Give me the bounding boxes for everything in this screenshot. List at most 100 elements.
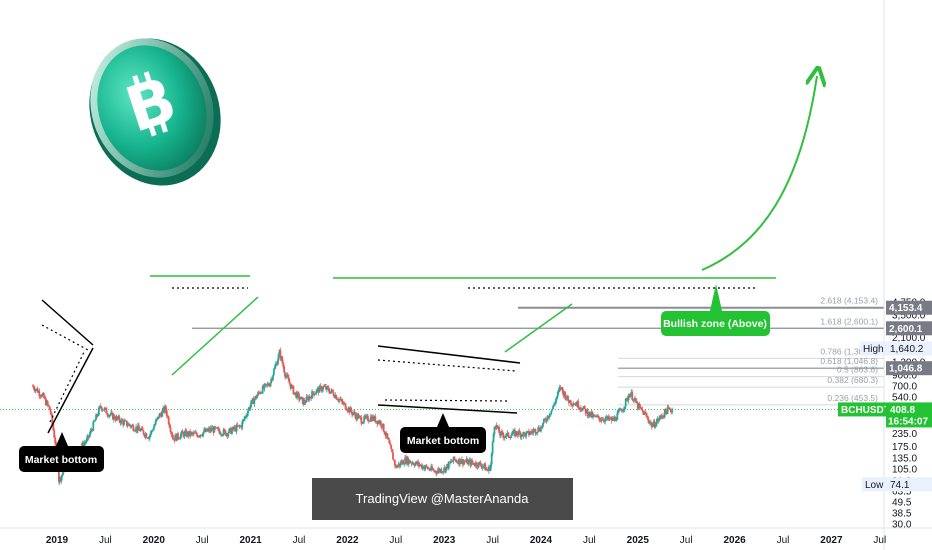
time-axis[interactable]: 2019 Jul 2020 Jul 2021 Jul 2022 Jul 2023 Jul 2024 J… (0, 527, 932, 546)
candle-body-247 (261, 385, 264, 394)
candle-body-297 (308, 396, 311, 401)
candle-body-648 (635, 398, 637, 403)
candle-body-242 (257, 392, 259, 396)
candle-body-300 (311, 391, 313, 399)
candle-body-318 (327, 387, 330, 392)
candle-body-66 (93, 421, 96, 423)
candle-body-9 (40, 396, 43, 397)
candle-body-571 (563, 392, 566, 396)
candle-body-68 (95, 414, 97, 420)
candle-body-687 (671, 410, 674, 413)
candle-body-671 (656, 418, 659, 422)
candle-body-104 (128, 423, 131, 426)
y-tick-12: 700.0 (892, 381, 917, 392)
candle-body-564 (556, 392, 559, 397)
candle-body-250 (264, 383, 267, 385)
candle-body-395 (399, 462, 402, 466)
candle-body-613 (602, 419, 605, 421)
candle-body-684 (668, 408, 671, 410)
low-label: Low (865, 480, 884, 491)
candle-body-494 (491, 442, 494, 454)
candle-body-529 (524, 433, 527, 437)
candle-body-194 (212, 427, 215, 433)
candle-body-142 (164, 406, 166, 412)
candle-body-478 (476, 466, 479, 468)
candle-body-639 (626, 397, 629, 401)
candle-body-216 (232, 426, 235, 430)
candle-body-516 (512, 430, 514, 434)
candle-body-522 (517, 430, 520, 436)
candle-body-322 (331, 389, 334, 392)
y-tick-0: 30.0 (892, 520, 912, 531)
candle-body-589 (580, 407, 582, 410)
candle-body-168 (188, 431, 191, 436)
candle-body-683 (667, 407, 670, 409)
candle-body-651 (637, 404, 640, 409)
candle-body-286 (298, 393, 300, 400)
candle-body-548 (541, 423, 544, 428)
candle-body-377 (382, 423, 385, 432)
candle-body-123 (146, 437, 149, 439)
candle-body-174 (193, 432, 196, 434)
candle-body-425 (427, 468, 430, 470)
candle-body-6 (37, 391, 40, 393)
candle-body-603 (593, 414, 595, 416)
symbol-tag (838, 402, 886, 417)
candle-body-55 (83, 443, 85, 448)
candle-body-399 (403, 464, 406, 465)
candle-body-119 (142, 430, 145, 435)
candle-body-382 (387, 437, 390, 440)
price-axis[interactable]: 30.038.549.563.581.0105.0135.0175.0235.0… (883, 0, 926, 550)
candle-body-224 (240, 425, 243, 428)
candle-body-582 (573, 404, 576, 405)
candle-body-587 (578, 407, 581, 409)
candle-body-667 (652, 421, 655, 426)
candle-body-143 (165, 406, 167, 411)
candle-body-466 (465, 459, 468, 462)
candle-body-647 (634, 398, 636, 399)
candle-body-632 (620, 408, 622, 411)
candle-body-93 (118, 416, 121, 422)
candle-body-162 (182, 432, 185, 437)
candle-body-628 (616, 412, 619, 420)
candle-body-72 (98, 405, 101, 408)
candle-body-118 (141, 428, 144, 431)
candle-body-441 (442, 471, 445, 473)
candle-body-307 (317, 388, 320, 393)
candle-body-116 (139, 429, 142, 432)
candle-body-163 (183, 432, 186, 437)
candle-body-379 (384, 434, 387, 436)
candle-body-175 (194, 432, 197, 434)
candle-body-615 (604, 418, 607, 422)
candle-body-226 (242, 419, 245, 422)
x-tick-10: 2024 (530, 535, 553, 546)
candle-body-135 (157, 416, 160, 419)
candle-body-375 (380, 425, 383, 428)
candle-body-321 (330, 389, 333, 392)
candle-body-258 (272, 375, 274, 380)
candle-body-581 (572, 404, 575, 406)
candle-body-663 (649, 422, 651, 424)
market-bottom-label-1: Market bottom (19, 432, 104, 472)
candle-body-540 (534, 429, 537, 434)
candle-body-617 (606, 416, 608, 419)
candle-body-214 (231, 429, 233, 434)
candle-body-82 (108, 415, 111, 417)
candle-body-530 (525, 432, 528, 437)
x-tick-6: 2022 (336, 535, 359, 546)
candle-body-328 (337, 399, 339, 401)
wedge-upper-dotted (377, 359, 517, 372)
candle-body-28 (57, 470, 60, 482)
candle-body-310 (320, 386, 323, 391)
candle-body-99 (124, 420, 126, 422)
candle-body-386 (391, 448, 393, 453)
candle-body-656 (642, 410, 645, 415)
candle-body-360 (366, 415, 369, 421)
candle-body-257 (271, 379, 273, 381)
candle-body-128 (151, 430, 153, 432)
candle-body-81 (107, 414, 110, 417)
candle-body-454 (454, 459, 457, 461)
candle-body-682 (666, 407, 669, 415)
candle-body-76 (102, 409, 105, 411)
candle-body-459 (459, 458, 461, 464)
